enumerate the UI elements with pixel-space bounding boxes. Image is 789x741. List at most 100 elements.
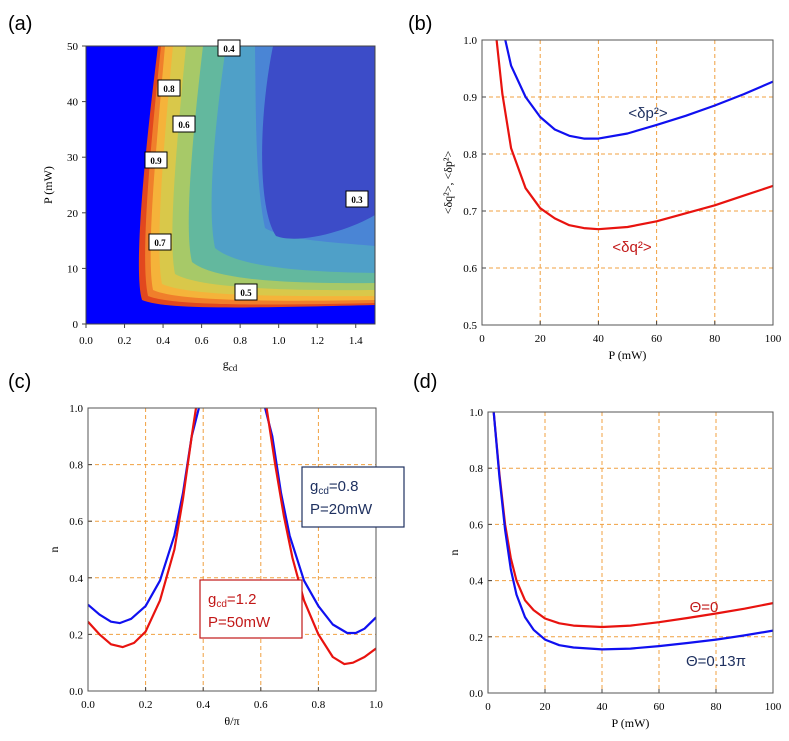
contour-label: 0.4 [217,39,241,57]
y-axis-label: n [47,547,61,553]
panel-c-label: (c) [8,371,31,393]
x-tick-label: 0.2 [139,699,153,711]
series-group [495,40,773,231]
panel-a-x-ticks: 0.0 0.2 0.4 0.6 0.8 1.0 1.2 1.4 [79,324,363,347]
series-label: Θ=0 [690,599,719,616]
panel-a-x-label: gcd [223,357,238,373]
y-axis-label: n [447,550,461,556]
series-line-red [265,408,376,666]
contour-label-text: 0.6 [178,120,190,130]
x-tick-label: 80 [711,701,723,713]
heatmap-fill [86,46,375,324]
series-group [88,408,376,666]
contour-label: 0.3 [345,190,369,208]
contour-label-box [172,115,196,133]
panel-a-y-label: P (mW) [41,166,55,204]
contour-label: 0.7 [148,233,172,251]
contour-label-box [148,233,172,251]
y-tick-label: 0.4 [69,573,83,585]
y-tick-label: 0.0 [469,688,483,700]
y-tick-label: 1.0 [69,403,83,415]
y-tick-label: 0.6 [469,519,483,531]
contour-label-text: 0.4 [223,44,235,54]
annotation-line1: gcd=1.2 [208,591,257,610]
x-tick-label: 0 [479,333,485,345]
series-label: Θ=0.13π [686,653,746,670]
y-tick-label: 0.8 [469,463,483,475]
x-tick-label: 1.0 [272,335,286,347]
annotation-box: gcd=0.8 P=20mW [301,466,405,528]
series-line-red [492,412,773,629]
contour-label-text: 0.8 [163,84,175,94]
plot-frame [481,39,774,326]
line-chart-panel-d: 0 20 40 60 80 100 0.0 0.2 0.4 0.6 0.8 1.0 P (mW) n Θ=0… [447,407,782,730]
y-tick-label: 0.5 [463,320,477,332]
contour-labels: 0.4 0.8 0.6 0.9 0.3 0.7 0.5 [144,39,369,301]
y-tick-label: 1.0 [463,35,477,47]
contour-label-box [157,79,181,97]
contour-label-text: 0.3 [351,195,363,205]
panel-b-label: (b) [408,13,432,35]
y-tick-label: 0.8 [463,149,477,161]
x-tick-label: 0.8 [312,699,326,711]
panel-d-label: (d) [413,371,437,393]
x-tick-label: 100 [765,701,782,713]
y-tick-label: 0.6 [463,263,477,275]
x-tick-label: 0.8 [233,335,247,347]
plot-frame [487,411,774,694]
annotation-frame [199,579,303,639]
contour-label-text: 0.5 [240,288,252,298]
series-line-blue [492,412,773,651]
contour-label-box [217,39,241,57]
x-tick-label: 40 [593,333,605,345]
annotation-frame [301,466,405,528]
contour-label: 0.9 [144,151,168,169]
contour-label: 0.8 [157,79,181,97]
y-tick-label: 50 [67,41,79,53]
x-tick-label: 80 [709,333,721,345]
x-tick-label: 20 [540,701,552,713]
annotation-line1: gcd=0.8 [310,478,359,497]
line-chart-panel-b: 0 20 40 60 80 100 0.5 0.6 0.7 0.8 0.9 1.0 P (mW) <δq²… [441,35,782,362]
y-tick-label: 20 [67,208,79,220]
heatmap-panel-a: 0.0 0.2 0.4 0.6 0.8 1.0 1.2 1.4 0 10 20 30 40 50 0.4… [41,39,376,373]
x-tick-label: 0.2 [118,335,132,347]
contour-label-box [345,190,369,208]
x-axis-label: θ/π [224,714,239,728]
y-tick-label: 0.4 [469,576,483,588]
y-tick-label: 10 [67,263,79,275]
x-tick-label: 0.4 [196,699,210,711]
y-tick-label: 1.0 [469,407,483,419]
series-line-red [88,408,198,649]
x-tick-label: 0.4 [156,335,170,347]
y-tick-label: 30 [67,152,79,164]
y-tick-label: 0.2 [469,632,483,644]
contour-label-box [234,283,258,301]
panel-a-y-ticks: 0 10 20 30 40 50 [67,41,86,331]
x-tick-label: 40 [597,701,609,713]
series-line-blue [264,408,376,635]
line-chart-panel-c: 0.0 0.2 0.4 0.6 0.8 1.0 0.0 0.2 0.4 0.6 0.8 1.0 θ/π n… [47,403,405,728]
x-tick-label: 0.0 [79,335,93,347]
contour-label-text: 0.9 [150,156,162,166]
y-axis-label: <δq²>, <δp²> [441,150,455,214]
y-tick-label: 0 [73,319,79,331]
x-tick-label: 0 [485,701,491,713]
x-tick-label: 1.0 [369,699,383,711]
x-tick-label: 0.0 [81,699,95,711]
annotation-box: gcd=1.2 P=50mW [199,579,303,639]
series-line-blue [504,40,773,140]
y-tick-label: 0.8 [69,460,83,472]
annotation-line2: P=20mW [310,501,373,518]
y-tick-label: 0.6 [69,516,83,528]
x-tick-label: 0.6 [195,335,209,347]
contour-label: 0.5 [234,283,258,301]
series-label: <δp²> [628,105,667,122]
annotation-line2: P=50mW [208,614,271,631]
series-group [492,412,773,651]
x-tick-label: 60 [651,333,663,345]
y-tick-label: 0.2 [69,629,83,641]
y-tick-label: 0.0 [69,686,83,698]
x-tick-label: 1.4 [349,335,363,347]
